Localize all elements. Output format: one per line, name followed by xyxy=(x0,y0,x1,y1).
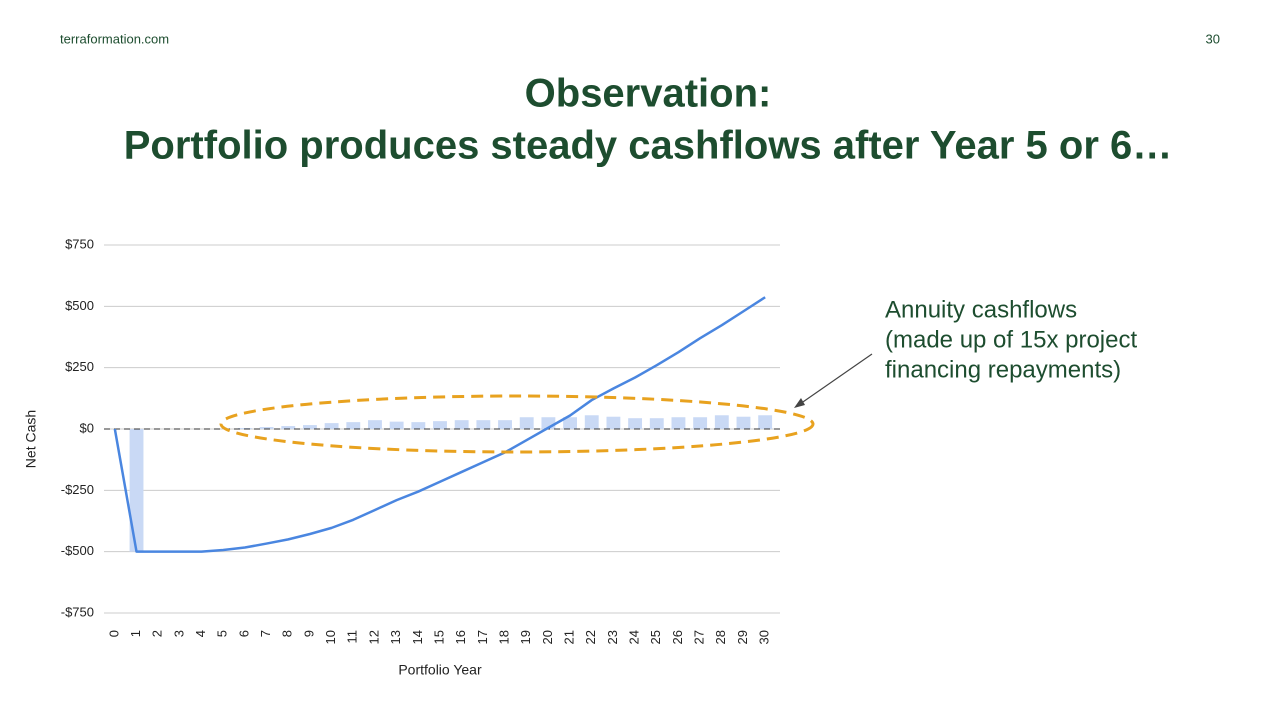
y-tick-label: $750 xyxy=(65,236,94,251)
arrow-head xyxy=(794,398,805,408)
bar xyxy=(433,421,447,429)
annotation-line: Annuity cashflows xyxy=(885,296,1077,323)
x-tick-label: 15 xyxy=(431,630,446,644)
x-tick-label: 4 xyxy=(193,630,208,637)
x-tick-label: 29 xyxy=(735,630,750,644)
y-tick-label: $250 xyxy=(65,359,94,374)
x-tick-label: 3 xyxy=(171,630,186,637)
bar xyxy=(389,421,404,429)
bar xyxy=(324,423,339,429)
x-tick-label: 28 xyxy=(713,630,728,644)
x-tick-label: 9 xyxy=(301,630,316,637)
annotation-line: (made up of 15x project xyxy=(885,326,1137,353)
x-axis-label: Portfolio Year xyxy=(398,662,482,678)
x-tick-label: 26 xyxy=(670,630,685,644)
x-tick-label: 6 xyxy=(236,630,251,637)
x-tick-label: 16 xyxy=(453,630,468,644)
x-tick-label: 22 xyxy=(583,630,598,644)
y-tick-label: $500 xyxy=(65,298,94,313)
highlight-ellipse xyxy=(219,394,815,454)
bar xyxy=(758,415,773,429)
page-number: 30 xyxy=(1206,31,1220,46)
bar xyxy=(628,418,643,429)
y-axis-label: Net Cash xyxy=(23,410,39,468)
bar xyxy=(519,417,534,429)
x-tick-label: 12 xyxy=(366,630,381,644)
x-tick-label: 2 xyxy=(150,630,165,637)
bar xyxy=(584,415,599,429)
x-tick-label: 11 xyxy=(345,630,360,644)
line xyxy=(113,296,766,553)
bar xyxy=(129,429,144,552)
x-tick-label: 27 xyxy=(692,630,707,644)
x-tick-label: 7 xyxy=(258,630,273,637)
annotation-line: financing repayments) xyxy=(885,356,1121,383)
x-tick-label: 19 xyxy=(518,630,533,644)
bar xyxy=(563,417,578,429)
bar xyxy=(693,417,708,429)
x-tick-label: 24 xyxy=(627,630,642,644)
x-tick-label: 5 xyxy=(215,630,230,637)
bar xyxy=(606,416,621,429)
y-tick-label: -$750 xyxy=(61,604,94,619)
bar xyxy=(454,420,469,429)
title-line: Portfolio produces steady cashflows afte… xyxy=(124,124,1173,168)
bar xyxy=(368,420,382,429)
x-tick-label: 25 xyxy=(648,630,663,644)
x-tick-label: 23 xyxy=(605,630,620,644)
bar xyxy=(259,427,274,429)
x-tick-label: 17 xyxy=(475,630,490,644)
y-tick-label: -$250 xyxy=(61,482,94,497)
x-tick-label: 8 xyxy=(280,630,295,637)
bar xyxy=(281,426,296,429)
x-tick-label: 1 xyxy=(128,630,143,637)
bar xyxy=(671,417,686,429)
x-tick-label: 20 xyxy=(540,630,555,644)
bar xyxy=(411,422,426,429)
annotation-arrow xyxy=(799,353,873,405)
x-tick-label: 10 xyxy=(323,630,338,644)
y-tick-label: -$500 xyxy=(61,543,94,558)
y-tick-label: $0 xyxy=(80,420,94,435)
x-tick-label: 0 xyxy=(106,630,121,637)
x-tick-label: 14 xyxy=(410,630,425,644)
bar xyxy=(302,425,317,429)
bar xyxy=(541,417,556,429)
x-tick-label: 18 xyxy=(496,630,511,644)
site-name: terraformation.com xyxy=(60,31,169,46)
bar xyxy=(736,416,751,429)
bar xyxy=(346,422,361,429)
bar xyxy=(649,418,664,429)
x-tick-label: 21 xyxy=(562,630,577,644)
x-tick-label: 30 xyxy=(757,630,772,644)
title-line: Observation: xyxy=(525,72,772,116)
bar xyxy=(476,420,491,429)
bar xyxy=(498,420,512,429)
x-tick-label: 13 xyxy=(388,630,403,644)
bar xyxy=(714,415,729,429)
